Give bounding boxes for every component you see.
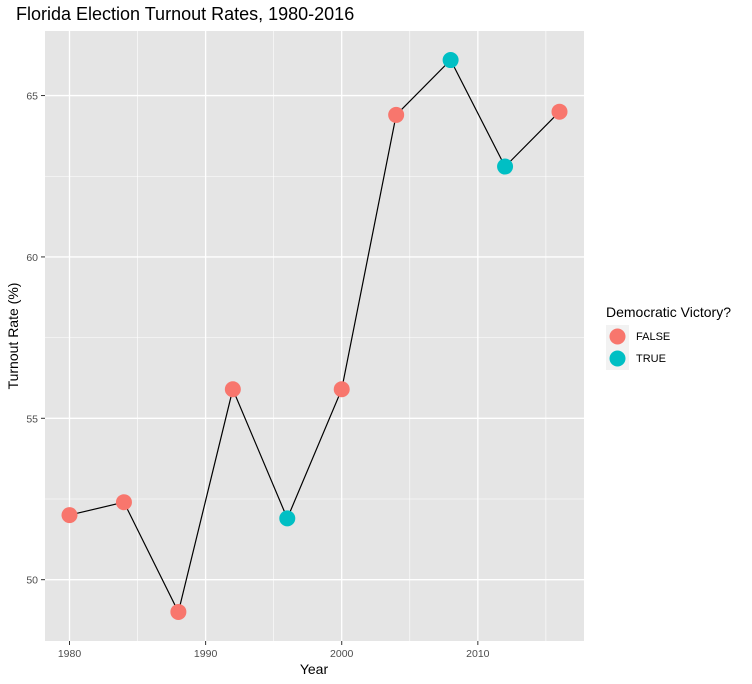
chart-title: Florida Election Turnout Rates, 1980-201… (16, 4, 354, 24)
legend-label-false: FALSE (636, 331, 670, 343)
data-point-2004 (388, 106, 405, 123)
x-axis-title: Year (300, 661, 329, 677)
data-point-1980 (61, 507, 78, 524)
data-point-2000 (333, 381, 350, 398)
legend-swatch-false (609, 328, 626, 345)
data-point-1996 (279, 510, 296, 527)
legend-label-true: TRUE (636, 353, 666, 365)
axis-ticks (41, 95, 479, 645)
data-points (61, 52, 568, 620)
series-line (69, 58, 560, 614)
data-point-1988 (170, 603, 187, 620)
grid-minor (45, 31, 584, 641)
plot-panel (45, 31, 584, 641)
legend-swatch-true (609, 350, 626, 367)
legend: Democratic Victory? FALSE TRUE (606, 304, 731, 370)
tick-labels: 1980 1990 2000 2010 50 55 60 65 (26, 91, 489, 660)
legend-title: Democratic Victory? (606, 304, 731, 320)
x-tick-label: 2000 (330, 648, 354, 660)
data-point-1984 (115, 494, 132, 511)
y-axis-title: Turnout Rate (%) (5, 283, 21, 390)
data-point-1992 (224, 381, 241, 398)
x-tick-label: 2010 (466, 648, 490, 660)
y-tick-label: 55 (26, 413, 38, 425)
grid-major (45, 31, 584, 641)
y-tick-label: 50 (26, 575, 38, 587)
y-tick-label: 65 (26, 91, 38, 103)
data-point-2008 (442, 52, 459, 69)
data-point-2016 (551, 103, 568, 120)
x-tick-label: 1990 (194, 648, 218, 660)
y-tick-label: 60 (26, 252, 38, 264)
x-tick-label: 1980 (58, 648, 82, 660)
data-point-2012 (497, 158, 514, 175)
